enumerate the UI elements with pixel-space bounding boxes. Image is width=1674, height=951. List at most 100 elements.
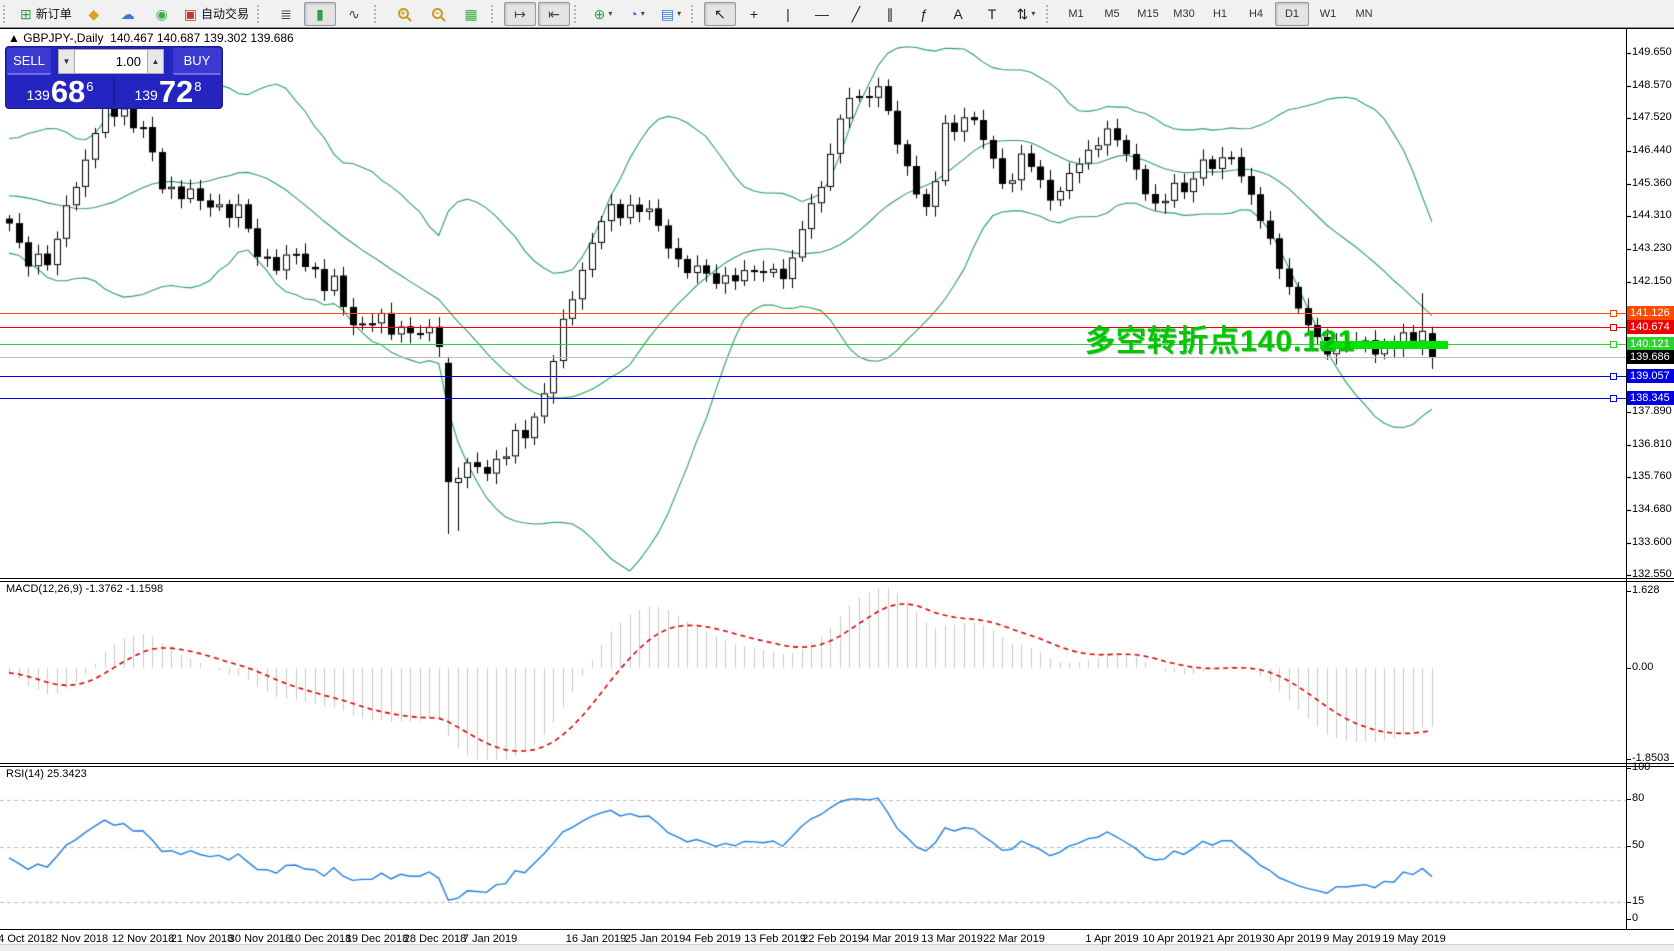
tf-m1-button[interactable]: M1 — [1068, 7, 1084, 20]
tf-d1-button[interactable]: D1 — [1275, 1, 1309, 26]
tf-mn-button[interactable]: MN — [1355, 7, 1373, 20]
toolbar: ⊞ 新订单 ◆ ☁ ◉ ▣ 自动交易 ≣ ▮ ∿ + − ▦ ↦ ⇤ ⊕ ▾ ◔ ▾ ▤ ▾ ↖ + | ― ╱ ∥ ƒ A T ⇅ ▾ M1 M… — [0, 0, 1674, 28]
auto-scroll-button[interactable]: ↦ — [504, 1, 536, 26]
equidistant-channel-button[interactable]: ∥ — [874, 2, 906, 26]
trendline-button[interactable]: ╱ — [840, 2, 872, 26]
cursor-button[interactable]: ↖ — [704, 1, 736, 26]
macd-label: MACD(12,26,9) -1.3762 -1.1598 — [6, 583, 164, 595]
indicators-button[interactable]: ⊕ ▾ — [587, 2, 619, 26]
date-tick: 13 Mar 2019 — [921, 933, 983, 945]
arrows-button[interactable]: ⇅ ▾ — [1010, 2, 1042, 26]
vertical-line-button[interactable]: | — [772, 2, 804, 26]
price-level-badge: 138.345 — [1627, 391, 1674, 405]
candlestick-button[interactable]: ▮ — [304, 1, 336, 26]
rsi-label: RSI(14) 25.3423 — [6, 768, 87, 780]
date-tick: 30 Nov 2018 — [228, 933, 292, 945]
bar-chart-icon: ≣ — [280, 5, 292, 22]
buy-price[interactable]: 139 72 8 — [134, 74, 202, 109]
rsi-separator-top[interactable] — [0, 763, 1674, 764]
bar-open: 140.467 — [110, 31, 154, 45]
line-handle[interactable] — [1610, 373, 1617, 380]
tf-m5-button[interactable]: M5 — [1104, 7, 1120, 20]
chart-shift-icon: ⇤ — [548, 5, 560, 22]
price-tick: 148.570 — [1627, 78, 1672, 91]
date-tick: 30 Apr 2019 — [1262, 933, 1322, 945]
date-tick: 24 Oct 2018 — [0, 933, 52, 945]
date-tick: 19 Dec 2018 — [345, 933, 409, 945]
indicator-scale-tick: 0 — [1626, 912, 1639, 924]
volume-decrease-button[interactable]: ▼ — [58, 49, 75, 74]
magnifier-icon: − — [431, 8, 443, 19]
autotrading-button[interactable]: ▣ 自动交易 — [180, 2, 253, 26]
zoom-out-button[interactable]: − — [421, 2, 453, 26]
zoom-in-button[interactable]: + — [387, 2, 419, 26]
sell-button[interactable]: SELL — [7, 48, 51, 75]
templates-button[interactable]: ▤ ▾ — [655, 2, 687, 26]
horizontal-line-button[interactable]: ― — [806, 2, 838, 26]
tf-w1-button[interactable]: W1 — [1319, 7, 1337, 20]
time-axis[interactable] — [0, 930, 1674, 944]
bid-price-line — [0, 357, 1626, 358]
text-icon: A — [953, 5, 963, 22]
signals-icon: ◉ — [155, 5, 168, 22]
line-chart-button[interactable]: ∿ — [338, 2, 370, 26]
periods-button[interactable]: ◔ ▾ — [621, 2, 653, 26]
volume-input[interactable] — [75, 49, 147, 74]
price-tick: 134.680 — [1627, 503, 1672, 516]
text-label-button[interactable]: T — [976, 2, 1008, 26]
horizontal-level-line[interactable] — [0, 398, 1626, 399]
crosshair-icon: + — [749, 5, 759, 22]
rsi-separator-bottom[interactable] — [0, 766, 1674, 767]
fibonacci-button[interactable]: ƒ — [908, 2, 940, 26]
new-order-icon: ⊞ — [20, 5, 32, 22]
indicators-icon: ⊕ — [593, 5, 606, 22]
line-handle[interactable] — [1610, 395, 1617, 402]
market-button[interactable]: ◆ — [78, 2, 110, 26]
arrows-icon: ⇅ — [1016, 5, 1029, 22]
toolbar-grip — [1046, 4, 1055, 23]
price-level-badge: 139.057 — [1627, 369, 1674, 383]
collapse-arrow-icon[interactable]: ▲ — [8, 31, 24, 45]
sell-price[interactable]: 139 68 6 — [7, 76, 115, 107]
price-tick: 145.360 — [1627, 176, 1672, 189]
crosshair-button[interactable]: + — [738, 2, 770, 26]
tf-h4-button[interactable]: H4 — [1248, 7, 1264, 20]
price-level-badge: 141.126 — [1627, 306, 1674, 320]
date-tick: 4 Feb 2019 — [685, 933, 741, 945]
price-tick: 143.230 — [1627, 241, 1672, 254]
tf-m30-button[interactable]: M30 — [1173, 7, 1195, 20]
line-handle[interactable] — [1610, 324, 1617, 331]
line-handle[interactable] — [1610, 341, 1617, 348]
buy-button[interactable]: BUY — [173, 48, 221, 75]
horizontal-line-icon: ― — [815, 5, 829, 22]
indicator-scale-tick: -1.8503 — [1626, 752, 1670, 764]
chart-shift-button[interactable]: ⇤ — [538, 1, 570, 26]
horizontal-level-line[interactable] — [0, 344, 1626, 345]
tile-windows-button[interactable]: ▦ — [455, 2, 487, 26]
date-tick: 9 May 2019 — [1323, 933, 1381, 945]
new-order-button[interactable]: ⊞ 新订单 — [16, 2, 76, 26]
horizontal-level-line[interactable] — [0, 327, 1626, 328]
volume-increase-button[interactable]: ▲ — [147, 49, 164, 74]
macd-separator-bottom[interactable] — [0, 581, 1674, 582]
bar-chart-button[interactable]: ≣ — [270, 2, 302, 26]
date-tick: 22 Feb 2019 — [802, 933, 864, 945]
horizontal-level-line[interactable] — [0, 313, 1626, 314]
signals-button[interactable]: ◉ — [146, 2, 178, 26]
highlight-segment[interactable] — [1320, 341, 1448, 349]
macd-separator-top[interactable] — [0, 578, 1674, 579]
price-tick: 149.650 — [1627, 45, 1672, 58]
line-handle[interactable] — [1610, 310, 1617, 317]
tf-m15-button[interactable]: M15 — [1137, 7, 1159, 20]
price-tick: 135.760 — [1627, 470, 1672, 483]
text-button[interactable]: A — [942, 2, 974, 26]
horizontal-level-line[interactable] — [0, 376, 1626, 377]
chart-annotation-text[interactable]: 多空转折点140.121 — [1085, 325, 1356, 358]
indicator-scale-tick: 50 — [1626, 839, 1645, 851]
toolbar-border — [0, 28, 1674, 29]
community-button[interactable]: ☁ — [112, 2, 144, 26]
price-tick: 142.150 — [1627, 274, 1672, 287]
text-label-icon: T — [987, 5, 997, 22]
tf-h1-button[interactable]: H1 — [1212, 7, 1228, 20]
